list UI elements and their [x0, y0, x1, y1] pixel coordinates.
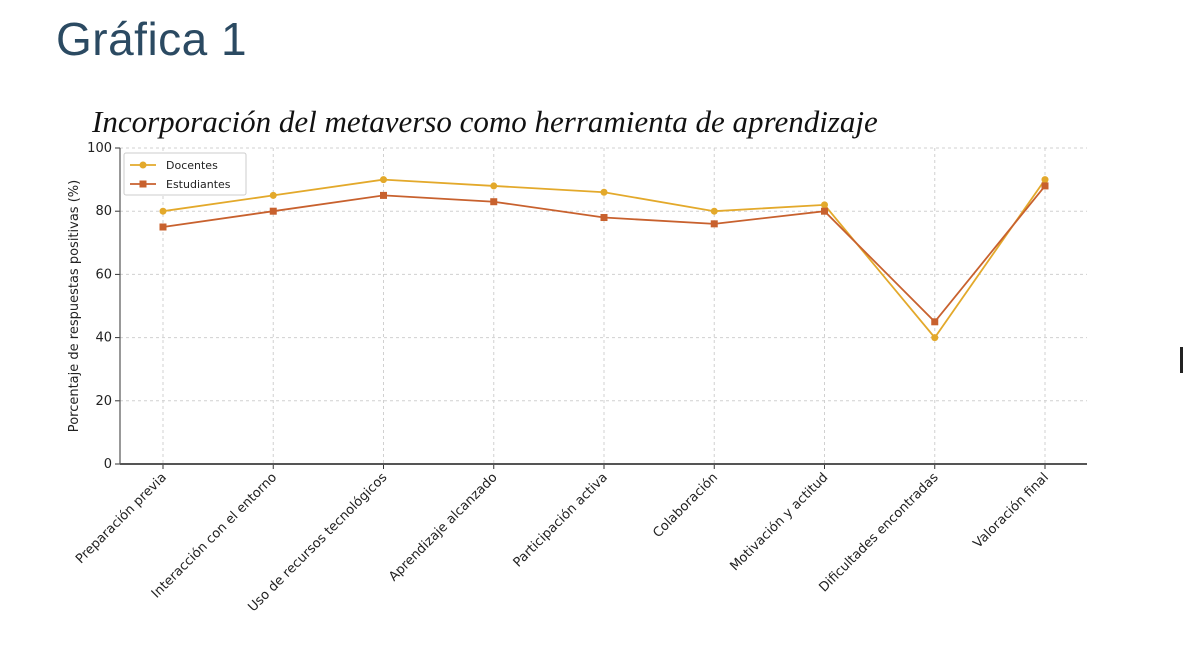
- point-estudiantes: [269, 207, 277, 215]
- point-docentes: [821, 201, 828, 209]
- chart-grid: [120, 147, 1087, 464]
- y-tick-label: 100: [87, 141, 112, 156]
- point-docentes: [490, 182, 498, 190]
- y-tick-label: 80: [95, 204, 112, 219]
- legend-marker-estudiantes: [139, 180, 147, 188]
- point-docentes: [600, 188, 608, 196]
- y-tick-label: 60: [95, 267, 112, 282]
- y-axis-label: Porcentaje de respuestas positivas (%): [67, 180, 82, 432]
- legend-label-estudiantes: Estudiantes: [166, 178, 231, 191]
- point-docentes: [380, 176, 387, 184]
- x-tick-label: Preparación previa: [73, 470, 170, 567]
- point-estudiantes: [710, 220, 718, 228]
- legend-label-docentes: Docentes: [166, 159, 218, 172]
- point-estudiantes: [600, 214, 608, 222]
- text-cursor-mark: [1180, 347, 1183, 373]
- x-tick-label: Interacción con el entorno: [149, 470, 280, 601]
- page-heading: Gráfica 1: [56, 13, 248, 65]
- point-estudiantes: [490, 198, 498, 206]
- chart-title: Incorporación del metaverso como herrami…: [92, 104, 878, 139]
- x-tick-label: Participación activa: [511, 470, 611, 570]
- x-tick-label: Aprendizaje alcanzado: [386, 470, 500, 584]
- chart-legend: Docentes Estudiantes: [123, 152, 247, 196]
- chart-axes: 0 20 40 60 80 100 Preparación previaInteracció…: [67, 141, 1087, 615]
- y-tick-label: 0: [104, 457, 112, 472]
- point-estudiantes: [821, 207, 828, 215]
- point-estudiantes: [159, 223, 167, 231]
- x-tick-label: Colaboración: [650, 470, 721, 541]
- legend-marker-docentes: [139, 161, 147, 169]
- x-tick-label: Motivación y actitud: [727, 470, 831, 574]
- point-estudiantes: [931, 318, 939, 326]
- point-docentes: [159, 207, 167, 215]
- point-docentes: [1041, 176, 1049, 184]
- y-tick-label: 20: [95, 394, 112, 409]
- point-estudiantes: [380, 191, 387, 199]
- series-line-estudiantes: [162, 185, 1046, 324]
- x-tick-label: Dificultades encontradas: [816, 470, 941, 595]
- point-docentes: [710, 207, 718, 215]
- chart-series: [159, 176, 1049, 342]
- point-docentes: [931, 334, 939, 342]
- point-estudiantes: [1041, 182, 1049, 190]
- x-tick-label: Valoración final: [971, 470, 1052, 551]
- y-tick-label: 40: [95, 331, 112, 346]
- point-docentes: [269, 191, 277, 199]
